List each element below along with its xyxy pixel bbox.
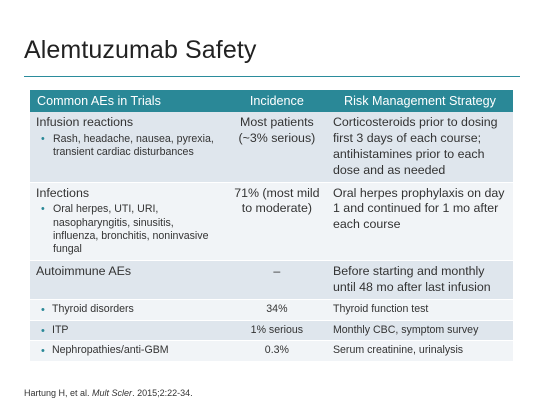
ae-name: Nephropathies/anti-GBM <box>30 340 227 361</box>
strategy-cell: Serum creatinine, urinalysis <box>326 340 513 361</box>
table-row: Thyroid disorders 34% Thyroid function t… <box>30 299 513 321</box>
title-divider <box>24 76 520 77</box>
strategy-cell: Thyroid function test <box>326 299 513 321</box>
strategy-cell: Before starting and monthly until 48 mo … <box>326 260 513 300</box>
incidence-cell: 71% (most mild to moderate) <box>226 181 327 261</box>
citation-journal: Mult Scler <box>92 388 133 398</box>
ae-sublist: Rash, headache, nausea, pyrexia, transie… <box>36 133 221 159</box>
safety-table: Common AEs in Trials Incidence Risk Mana… <box>30 90 513 361</box>
table-header-row: Common AEs in Trials Incidence Risk Mana… <box>30 90 513 112</box>
strategy-cell: Corticosteroids prior to dosing first 3 … <box>326 112 513 182</box>
ae-name: Autoimmune AEs <box>30 260 227 300</box>
table-row: ITP 1% serious Monthly CBC, symptom surv… <box>30 319 513 341</box>
strategy-cell: Monthly CBC, symptom survey <box>326 319 513 341</box>
header-risk-management: Risk Management Strategy <box>326 90 513 112</box>
table-row: Autoimmune AEs – Before starting and mon… <box>30 260 513 300</box>
incidence-cell: 34% <box>226 299 327 321</box>
header-incidence: Incidence <box>226 90 327 112</box>
citation: Hartung H, et al. Mult Scler. 2015;2:22-… <box>24 388 193 398</box>
table-row: Infusion reactions Rash, headache, nause… <box>30 112 513 182</box>
citation-authors: Hartung H, et al. <box>24 388 90 398</box>
slide-title: Alemtuzumab Safety <box>24 36 257 64</box>
ae-name: Thyroid disorders <box>30 299 227 321</box>
header-common-aes: Common AEs in Trials <box>30 90 227 112</box>
incidence-cell: Most patients (~3% serious) <box>226 112 327 182</box>
ae-cell: Infusion reactions Rash, headache, nause… <box>30 112 227 182</box>
ae-detail: Oral herpes, UTI, URI, nasopharyngitis, … <box>36 203 221 256</box>
ae-name: Infusion reactions <box>36 115 134 129</box>
ae-detail: Rash, headache, nausea, pyrexia, transie… <box>36 133 221 159</box>
ae-name: ITP <box>30 319 227 341</box>
ae-name: Infections <box>36 185 90 200</box>
incidence-cell: – <box>226 260 327 300</box>
ae-cell: Infections Oral herpes, UTI, URI, nasoph… <box>30 181 227 261</box>
table-row: Nephropathies/anti-GBM 0.3% Serum creati… <box>30 340 513 361</box>
citation-details: . 2015;2:22-34. <box>132 388 193 398</box>
incidence-cell: 0.3% <box>226 340 327 361</box>
ae-sublist: Oral herpes, UTI, URI, nasopharyngitis, … <box>36 203 221 256</box>
incidence-cell: 1% serious <box>226 319 327 341</box>
table-row: Infections Oral herpes, UTI, URI, nasoph… <box>30 181 513 261</box>
strategy-cell: Oral herpes prophylaxis on day 1 and con… <box>326 181 513 261</box>
